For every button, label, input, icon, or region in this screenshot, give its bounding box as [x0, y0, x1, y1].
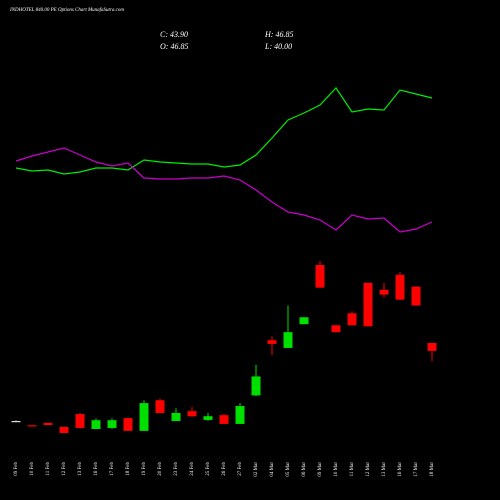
chart-title: INDHOTEL 840.00 PE Options Chart MunafaS…	[9, 8, 124, 13]
x-tick-label: 13 Feb	[78, 462, 83, 476]
candle-body	[155, 400, 165, 413]
x-tick-label: 12 Feb	[62, 462, 67, 476]
x-tick-label: 19 Feb	[142, 462, 147, 476]
close-label: C: 43.90	[160, 30, 188, 39]
x-tick-label: 13 Mar	[382, 462, 387, 477]
x-tick-label: 18 Feb	[126, 462, 131, 476]
candle-body	[27, 425, 37, 427]
x-tick-label: 05 Mar	[286, 462, 291, 477]
high-label: H: 46.85	[264, 30, 293, 39]
x-tick-label: 16 Feb	[94, 462, 99, 476]
candle-body	[267, 340, 277, 344]
candle-body	[427, 343, 437, 351]
x-tick-label: 11 Feb	[46, 462, 51, 476]
candle-body	[235, 406, 245, 424]
candle-body	[251, 376, 261, 396]
candle-body	[75, 414, 85, 428]
x-tick-label: 26 Feb	[222, 462, 227, 476]
x-tick-label: 23 Feb	[174, 462, 179, 476]
x-tick-label: 24 Feb	[190, 462, 195, 476]
x-tick-label: 09 Mar	[318, 462, 323, 477]
x-tick-label: 04 Mar	[270, 462, 275, 477]
candle-body	[379, 289, 389, 295]
candle-body	[187, 411, 197, 417]
x-tick-label: 06 Mar	[302, 462, 307, 477]
candle-body	[59, 426, 69, 433]
low-label: L: 40.00	[264, 42, 292, 51]
x-tick-label: 27 Feb	[238, 462, 243, 476]
candle-body	[315, 265, 325, 288]
x-tick-label: 17 Feb	[110, 462, 115, 476]
candle-body	[347, 313, 357, 326]
open-label: O: 46.85	[160, 42, 188, 51]
indicator-line	[15, 147, 433, 233]
candle-body	[299, 317, 309, 325]
candle-body	[219, 415, 229, 424]
candle-body	[283, 332, 293, 348]
x-tick-label: 20 Feb	[158, 462, 163, 476]
candle-body	[139, 403, 149, 431]
x-tick-label: 25 Feb	[206, 462, 211, 476]
candle-body	[331, 325, 341, 333]
candle-body	[91, 420, 101, 429]
x-tick-label: 10 Mar	[334, 462, 339, 477]
x-tick-label: 09 Feb	[14, 462, 19, 476]
candle-body	[171, 413, 181, 421]
x-tick-label: 17 Mar	[414, 462, 419, 477]
x-tick-label: 12 Mar	[366, 462, 371, 477]
candle-body	[203, 416, 213, 420]
x-tick-label: 11 Mar	[350, 462, 355, 477]
candle-body	[363, 282, 373, 327]
candle-body	[107, 420, 117, 428]
indicator-line	[15, 87, 433, 175]
x-tick-label: 10 Feb	[30, 462, 35, 476]
x-tick-label: 02 Mar	[254, 462, 259, 477]
candle-body	[123, 418, 133, 431]
candle-body	[11, 421, 21, 423]
candle-body	[395, 274, 405, 300]
candle-body	[43, 422, 53, 425]
candle-body	[411, 286, 421, 306]
x-tick-label: 16 Mar	[398, 462, 403, 477]
x-tick-label: 18 Mar	[430, 462, 435, 477]
